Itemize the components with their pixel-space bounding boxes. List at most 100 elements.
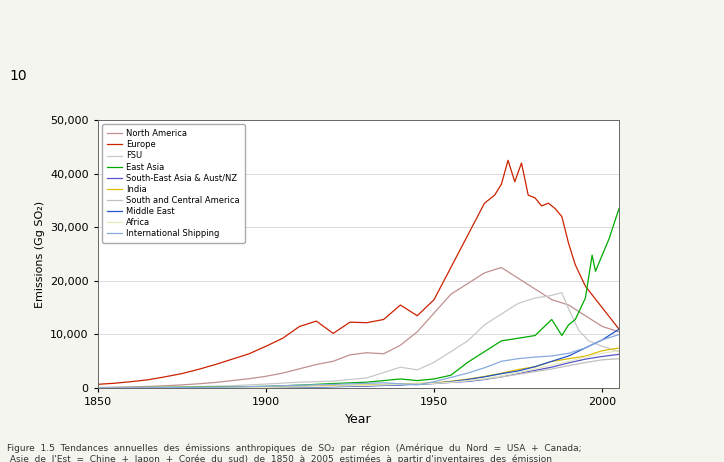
- East Asia: [396, 376, 405, 382]
- Europe: [564, 241, 573, 246]
- South and Central America: [480, 377, 489, 382]
- South and Central America: [430, 381, 439, 386]
- Africa: [531, 366, 539, 371]
- East Asia: [615, 206, 623, 211]
- International Shipping: [564, 351, 573, 356]
- Europe: [396, 302, 405, 308]
- South-East Asia & Aust/NZ: [531, 368, 539, 373]
- India: [480, 374, 489, 379]
- FSU: [480, 322, 489, 328]
- South and Central America: [329, 383, 337, 389]
- Europe: [329, 331, 337, 336]
- Europe: [463, 232, 472, 238]
- East Asia: [261, 383, 270, 389]
- India: [547, 359, 556, 364]
- Middle East: [161, 385, 169, 391]
- FSU: [228, 383, 237, 389]
- India: [295, 384, 304, 389]
- Middle East: [261, 385, 270, 390]
- Line: Africa: Africa: [98, 351, 619, 388]
- Middle East: [564, 353, 573, 359]
- North America: [329, 359, 337, 364]
- Europe: [110, 381, 119, 386]
- Africa: [194, 385, 203, 390]
- Europe: [93, 382, 102, 387]
- Middle East: [581, 345, 590, 351]
- India: [329, 383, 337, 389]
- Line: Middle East: Middle East: [98, 329, 619, 388]
- International Shipping: [93, 385, 102, 391]
- India: [497, 371, 505, 376]
- East Asia: [463, 359, 472, 365]
- Middle East: [531, 364, 539, 370]
- India: [261, 384, 270, 390]
- North America: [278, 371, 287, 376]
- South-East Asia & Aust/NZ: [430, 381, 439, 386]
- International Shipping: [329, 382, 337, 387]
- Middle East: [228, 385, 237, 390]
- South and Central America: [127, 385, 135, 391]
- Middle East: [127, 385, 135, 391]
- FSU: [574, 328, 583, 333]
- FSU: [447, 349, 455, 354]
- Middle East: [598, 337, 607, 343]
- FSU: [430, 359, 439, 365]
- Middle East: [295, 384, 304, 390]
- Europe: [228, 356, 237, 362]
- South and Central America: [615, 356, 623, 362]
- East Asia: [413, 378, 421, 383]
- Europe: [510, 179, 519, 184]
- India: [598, 348, 607, 353]
- International Shipping: [480, 365, 489, 371]
- South and Central America: [295, 384, 304, 389]
- Europe: [413, 313, 421, 318]
- Africa: [363, 383, 371, 388]
- Europe: [615, 326, 623, 332]
- Europe: [261, 344, 270, 349]
- South and Central America: [194, 385, 203, 390]
- North America: [497, 265, 505, 270]
- North America: [598, 324, 607, 329]
- International Shipping: [531, 354, 539, 360]
- FSU: [615, 349, 623, 354]
- North America: [295, 366, 304, 371]
- Africa: [228, 385, 237, 390]
- North America: [363, 350, 371, 355]
- North America: [261, 373, 270, 379]
- India: [93, 385, 102, 391]
- Y-axis label: Emissions (Gg SO₂): Emissions (Gg SO₂): [35, 201, 45, 308]
- Middle East: [447, 379, 455, 384]
- Line: Europe: Europe: [98, 160, 619, 384]
- FSU: [598, 344, 607, 349]
- South-East Asia & Aust/NZ: [598, 354, 607, 359]
- Europe: [497, 182, 505, 187]
- South and Central America: [161, 385, 169, 390]
- India: [564, 356, 573, 362]
- Middle East: [93, 385, 102, 391]
- South-East Asia & Aust/NZ: [261, 384, 270, 390]
- Europe: [447, 265, 455, 270]
- FSU: [363, 375, 371, 381]
- Africa: [564, 359, 573, 364]
- Middle East: [430, 381, 439, 386]
- East Asia: [430, 376, 439, 382]
- South-East Asia & Aust/NZ: [329, 383, 337, 389]
- Europe: [194, 366, 203, 372]
- FSU: [463, 338, 472, 344]
- South and Central America: [363, 383, 371, 389]
- International Shipping: [295, 383, 304, 388]
- East Asia: [161, 384, 169, 390]
- Africa: [547, 362, 556, 368]
- Africa: [598, 351, 607, 356]
- North America: [514, 275, 523, 281]
- International Shipping: [598, 337, 607, 343]
- Europe: [544, 201, 552, 206]
- North America: [177, 382, 186, 388]
- Africa: [615, 348, 623, 353]
- Line: North America: North America: [98, 267, 619, 388]
- South-East Asia & Aust/NZ: [480, 377, 489, 382]
- South and Central America: [93, 385, 102, 391]
- North America: [161, 383, 169, 389]
- Europe: [379, 317, 388, 322]
- East Asia: [127, 385, 135, 390]
